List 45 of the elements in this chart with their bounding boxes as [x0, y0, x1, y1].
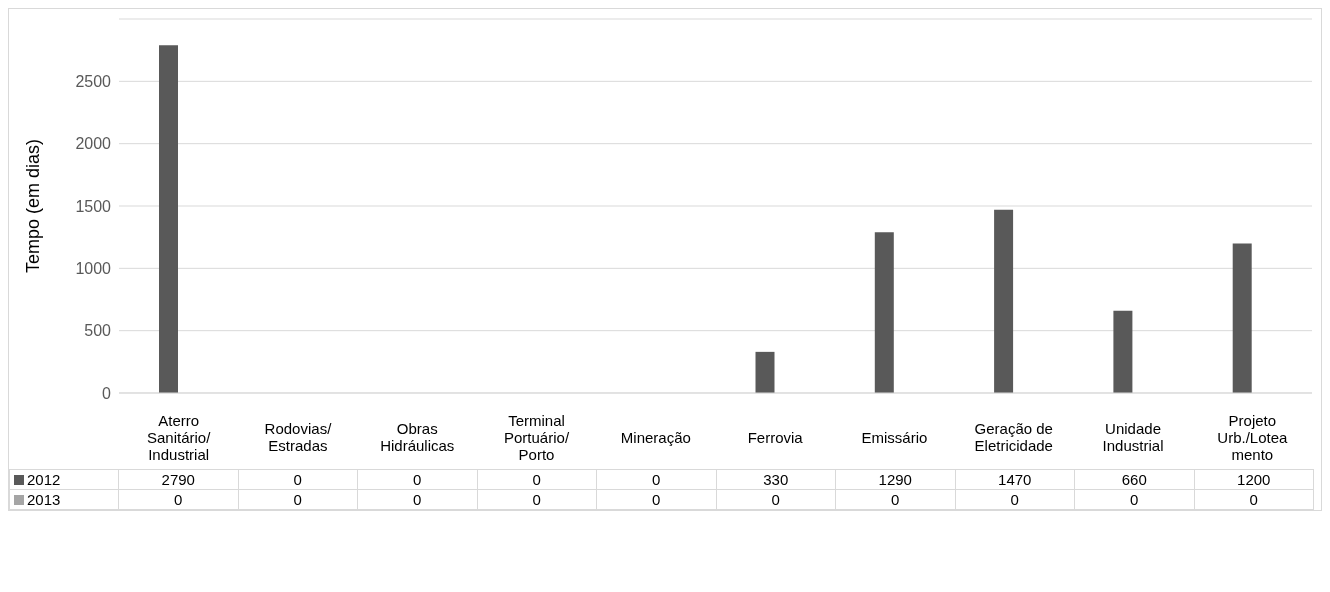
- data-label: 660: [1074, 469, 1194, 490]
- data-label: 0: [596, 489, 716, 510]
- legend-label: 2013: [9, 489, 119, 510]
- legend-label: 2012: [9, 469, 119, 490]
- y-tick-label: 1500: [75, 197, 112, 215]
- x-tick-label: Mineração: [620, 428, 691, 446]
- data-label: 0: [1074, 489, 1194, 510]
- x-tick-label: Rodovias/ Estradas: [264, 420, 333, 454]
- data-label: 0: [357, 469, 477, 490]
- y-tick-label: 2000: [75, 135, 112, 153]
- bar: [1113, 310, 1133, 393]
- x-tick-label: Ferrovia: [747, 428, 804, 446]
- data-label: 1290: [835, 469, 955, 490]
- data-label: 2790: [118, 469, 238, 490]
- data-label: 0: [357, 489, 477, 510]
- data-label: 0: [596, 469, 716, 490]
- y-axis-title: Tempo (em dias): [23, 138, 44, 274]
- data-label: 0: [118, 489, 238, 510]
- data-label: 0: [955, 489, 1075, 510]
- data-label: 1470: [955, 469, 1075, 490]
- data-label: 0: [835, 489, 955, 510]
- data-label: 0: [477, 489, 597, 510]
- x-tick-label: Aterro Sanitário/ Industrial: [146, 411, 212, 463]
- data-label: 0: [477, 469, 597, 490]
- x-tick-label: Unidade Industrial: [1102, 420, 1164, 454]
- bar: [755, 351, 775, 393]
- x-tick-label: Geração de Eletricidade: [974, 420, 1053, 454]
- bar: [159, 45, 178, 393]
- x-tick-label: Projeto Urb./Loteamento: [1217, 411, 1289, 463]
- y-tick-label: 0: [102, 384, 112, 402]
- data-label: 0: [238, 489, 358, 510]
- y-tick-label: 1000: [75, 260, 112, 278]
- bar: [874, 232, 894, 393]
- bar: [994, 209, 1014, 393]
- data-label: 0: [716, 489, 836, 510]
- y-tick-label: 500: [84, 322, 112, 340]
- x-tick-label: Terminal Portuário/ Porto: [504, 411, 570, 463]
- data-label: 330: [716, 469, 836, 490]
- data-label: 0: [238, 469, 358, 490]
- data-label: 1200: [1194, 469, 1314, 490]
- y-tick-label: 2500: [75, 73, 112, 91]
- data-label: 0: [1194, 489, 1314, 510]
- x-tick-label: Emissário: [861, 428, 928, 446]
- x-tick-label: Obras Hidráulicas: [380, 420, 455, 454]
- bar: [1232, 243, 1252, 393]
